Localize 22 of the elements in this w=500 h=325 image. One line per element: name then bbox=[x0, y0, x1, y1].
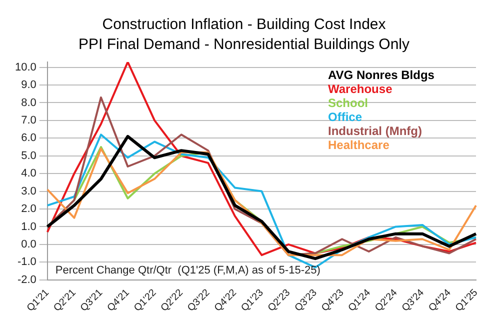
annotation: Percent Change Qtr/Qtr (Q1'25 (F,M,A) as of 5-15-25) bbox=[55, 264, 320, 276]
y-tick-label: 3.0 bbox=[21, 185, 36, 198]
y-tick-label: -1.0 bbox=[17, 256, 36, 268]
text: Industrial (Mnfg) bbox=[328, 124, 423, 138]
text: School bbox=[328, 96, 370, 110]
chart-subtitle: PPI Final Demand - Nonresidential Buildings Only bbox=[78, 36, 410, 54]
chart-title: Construction Inflation - Building Cost Index bbox=[102, 16, 386, 34]
text: Healthcare bbox=[328, 138, 390, 152]
y-tick-label: 8.0 bbox=[21, 96, 36, 109]
y-tick-label: 7.0 bbox=[21, 114, 36, 126]
text: Office bbox=[328, 110, 364, 124]
y-tick-label: 0.0 bbox=[21, 238, 36, 250]
y-tick-label: 6.0 bbox=[21, 132, 36, 144]
text: AVG Nonres Bldgs bbox=[328, 68, 434, 82]
y-tick-label: 4.0 bbox=[21, 168, 36, 180]
y-tick-label: 1.0 bbox=[21, 220, 36, 233]
y-tick-label: 5.0 bbox=[21, 150, 36, 162]
y-tick-label: 10.0 bbox=[14, 61, 36, 74]
y-tick-label: 9.0 bbox=[21, 79, 36, 92]
y-tick-label: -2.0 bbox=[17, 274, 36, 286]
y-tick-label: 2.0 bbox=[21, 203, 36, 216]
text: Warehouse bbox=[328, 82, 394, 96]
